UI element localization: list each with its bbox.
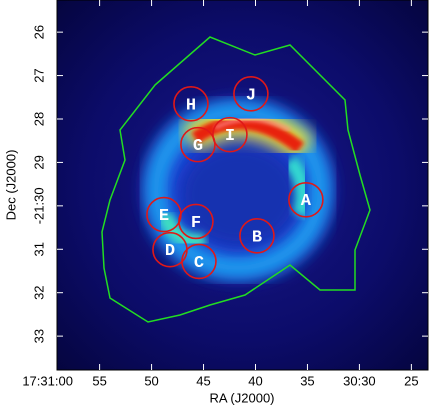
contour (101, 36, 371, 323)
region (173, 85, 209, 122)
x-tick-label: 40 (248, 373, 262, 388)
region-label: D (165, 242, 175, 261)
x-tick-label: 45 (196, 373, 210, 388)
y-tick-label: 31 (31, 242, 46, 256)
y-tick-label: 32 (31, 285, 46, 299)
region-label: F (191, 214, 201, 233)
y-tick-label: -21:30 (31, 187, 46, 224)
x-tick-label: 55 (92, 373, 106, 388)
region (239, 218, 275, 254)
x-tick-label: 35 (300, 373, 314, 388)
region-label: E (159, 207, 169, 226)
y-axis-label: Dec (J2000) (3, 150, 18, 221)
y-tick-label: 33 (31, 329, 46, 343)
region-label: B (252, 228, 262, 247)
region (288, 181, 324, 218)
x-tick-label: 25 (404, 373, 418, 388)
y-tick-label: 29 (31, 155, 46, 169)
x-tick-label: 30:30 (343, 373, 376, 388)
region (233, 76, 269, 112)
region-label: H (186, 96, 196, 115)
y-tick-label: 28 (31, 112, 46, 126)
sky-image (57, 0, 428, 370)
region (212, 116, 248, 153)
region-label: J (246, 86, 256, 105)
region (180, 126, 216, 163)
frame (56, 0, 429, 371)
region-label: A (301, 192, 312, 211)
x-tick-label: 50 (144, 373, 158, 388)
region (178, 203, 214, 240)
region (152, 231, 188, 268)
region-label: I (225, 127, 235, 146)
x-axis-label: RA (J2000) (209, 390, 274, 405)
y-tick-label: 27 (31, 68, 46, 82)
y-tick-label: 26 (31, 25, 46, 39)
x-tick-label: 17:31:00 (22, 373, 73, 388)
region-label: G (193, 137, 203, 156)
region-label: C (194, 254, 204, 273)
